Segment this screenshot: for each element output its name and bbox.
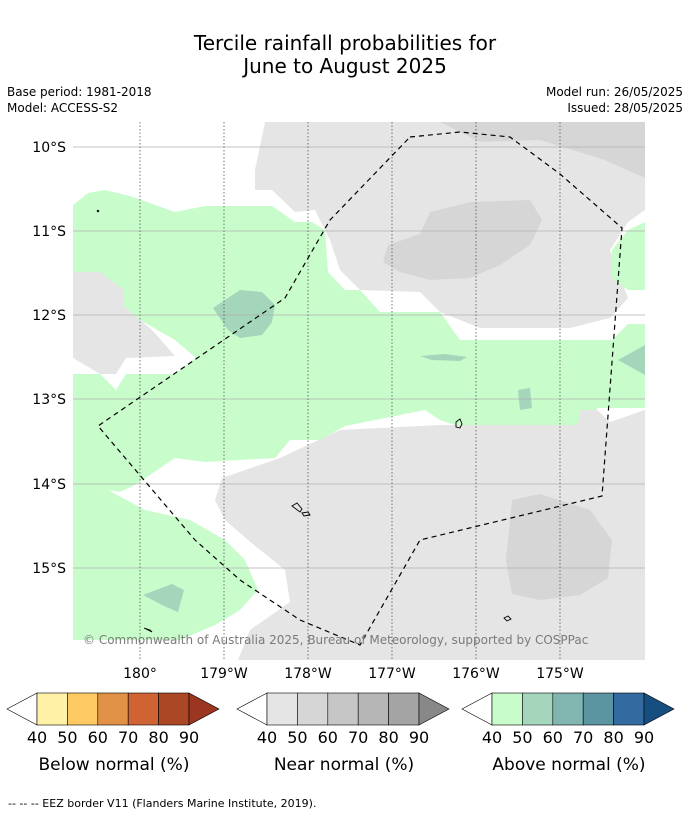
colorbar-tick-label: 70 [348, 728, 369, 747]
colorbar-above-normal [461, 692, 675, 726]
colorbar-swatch [127, 692, 159, 726]
colorbar-tick-label: 80 [378, 728, 399, 747]
colorbar-swatch [552, 692, 584, 726]
above-normal-core-1 [213, 290, 275, 338]
island-1 [455, 418, 463, 429]
near-normal-region-west [73, 272, 175, 374]
colorbar-swatch [327, 692, 359, 726]
colorbar-tick-label: 90 [178, 728, 200, 747]
model-name: Model: ACCESS-S2 [7, 101, 119, 115]
colorbar-tick-label: 70 [118, 728, 139, 747]
colorbar-swatch [613, 692, 645, 726]
issued-date: Issued: 28/05/2025 [567, 101, 683, 115]
base-period: Base period: 1981-2018 [7, 85, 152, 99]
above-normal-region-east [612, 222, 645, 290]
colorbar-tick-label: 40 [26, 728, 48, 747]
colorbar-tick-label: 80 [148, 728, 169, 747]
title-line-2: June to August 2025 [243, 54, 447, 78]
colorbar-tick-label: 50 [57, 728, 78, 747]
above-normal-core-4 [618, 345, 645, 375]
colorbar-tick-label: 90 [633, 728, 655, 747]
eez-border [97, 131, 623, 646]
island-6 [96, 209, 100, 213]
colorbar-high-extension [643, 692, 675, 726]
model-run-date: Model run: 26/05/2025 [545, 85, 683, 99]
colorbar-swatch [297, 692, 329, 726]
colorbar-tick-label: 60 [87, 728, 108, 747]
colorbar-tick-label: 50 [512, 728, 533, 747]
colorbar-low-extension [236, 692, 268, 726]
lat-label: 15°S [32, 561, 66, 577]
colorbar-tick-label: 90 [408, 728, 430, 747]
lon-label: 176°W [452, 666, 500, 682]
lon-label: 177°W [368, 666, 416, 682]
colorbar-tick-label: 70 [573, 728, 594, 747]
colorbar-swatch [266, 692, 298, 726]
colorbar-swatch [158, 692, 190, 726]
colorbar-swatch [522, 692, 554, 726]
colorbar-high-extension [188, 692, 220, 726]
above-normal-core-5 [143, 584, 184, 612]
lon-label: 178°W [284, 666, 332, 682]
title-line-1: Tercile rainfall probabilities for [193, 31, 497, 55]
legend-label-above-normal: Above normal (%) [492, 755, 646, 775]
longitude-labels: 180° 179°W 178°W 177°W 176°W 175°W [123, 666, 584, 682]
colorbar-swatch [582, 692, 614, 726]
legend-label-below-normal: Below normal (%) [38, 755, 190, 775]
island-2 [291, 502, 303, 513]
lon-label: 175°W [536, 666, 584, 682]
lat-label: 13°S [32, 392, 66, 408]
colorbar-tick-label: 60 [542, 728, 563, 747]
island-4 [503, 615, 512, 622]
colorbar-swatch [388, 692, 420, 726]
lon-label: 179°W [200, 666, 248, 682]
colorbar-tick-label: 80 [603, 728, 624, 747]
colorbar-tick-label: 60 [317, 728, 338, 747]
legend-label-near-normal: Near normal (%) [273, 755, 415, 775]
colorbar-high-extension [418, 692, 450, 726]
colorbar-low-extension [461, 692, 493, 726]
island-5 [143, 627, 153, 633]
colorbar-swatch [97, 692, 129, 726]
copyright-notice: © Commonwealth of Australia 2025, Bureau… [83, 633, 589, 647]
near-normal-core-mid [383, 200, 542, 280]
colorbar-swatch [491, 692, 523, 726]
lat-label: 10°S [32, 140, 66, 156]
eez-footnote: -- -- -- EEZ border V11 (Flanders Marine… [8, 797, 317, 810]
colorbar-swatch [357, 692, 389, 726]
lat-label: 12°S [32, 308, 66, 324]
lon-label: 180° [123, 666, 157, 682]
latitude-labels: 10°S 11°S 12°S 13°S 14°S 15°S [32, 140, 66, 577]
coastlines [96, 209, 512, 633]
colorbar-low-extension [6, 692, 38, 726]
colorbar-near-normal [236, 692, 450, 726]
above-normal-core-2 [420, 354, 467, 361]
near-normal-core-south [506, 494, 612, 600]
colorbar-swatch [36, 692, 68, 726]
colorbar-below-normal [6, 692, 220, 726]
colorbar-tick-label: 40 [256, 728, 278, 747]
lat-label: 14°S [32, 477, 66, 493]
colorbar-swatch [67, 692, 99, 726]
above-normal-region-main [73, 190, 645, 640]
forecast-map: 10°S 11°S 12°S 13°S 14°S 15°S 180° 179°W… [32, 122, 645, 682]
colorbar-tick-label: 50 [287, 728, 308, 747]
island-3 [301, 511, 311, 517]
longitude-gridlines [139, 122, 561, 660]
colorbar-tick-label: 40 [481, 728, 503, 747]
near-normal-core-north [440, 122, 645, 178]
latitude-gridlines [73, 146, 645, 569]
lat-label: 11°S [32, 224, 66, 240]
